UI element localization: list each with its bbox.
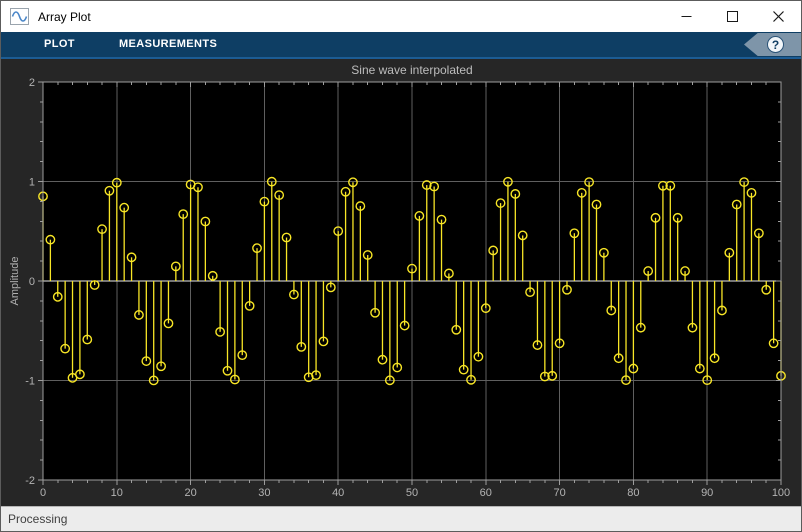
window-title: Array Plot — [38, 9, 91, 24]
svg-text:-2: -2 — [25, 475, 35, 487]
svg-text:30: 30 — [258, 487, 270, 499]
tick-labels: 0 10 20 30 40 50 60 70 80 90 100 -2 -1 0 1 2 — [25, 77, 790, 499]
help-icon: ? — [767, 36, 784, 53]
chart-title: Sine wave interpolated — [351, 63, 473, 77]
tab-measurements[interactable]: MEASUREMENTS — [118, 38, 218, 50]
svg-text:40: 40 — [332, 487, 344, 499]
maximize-icon — [726, 11, 738, 22]
minimize-button[interactable] — [663, 1, 709, 32]
svg-text:1: 1 — [29, 177, 35, 189]
svg-text:0: 0 — [29, 276, 35, 288]
tab-plot[interactable]: PLOT — [44, 38, 75, 50]
minimize-icon — [681, 16, 691, 17]
y-axis-label: Amplitude — [9, 256, 21, 306]
svg-text:20: 20 — [184, 487, 196, 499]
title-bar: Array Plot — [1, 1, 801, 32]
svg-text:10: 10 — [111, 487, 123, 499]
plot-canvas: 0 10 20 30 40 50 60 70 80 90 100 -2 -1 0 1 2 — [25, 77, 790, 499]
close-icon — [772, 11, 784, 22]
toolstrip: PLOT MEASUREMENTS ? — [1, 32, 801, 59]
status-bar: Processing — [1, 506, 801, 531]
close-button[interactable] — [755, 1, 801, 32]
axis-ticks — [38, 81, 782, 485]
svg-text:100: 100 — [772, 487, 790, 499]
svg-text:-1: -1 — [25, 376, 35, 388]
help-button[interactable]: ? — [744, 33, 801, 56]
svg-text:90: 90 — [701, 487, 713, 499]
svg-text:2: 2 — [29, 77, 35, 89]
app-sine-icon — [10, 8, 29, 25]
maximize-button[interactable] — [709, 1, 755, 32]
title-bar-left: Array Plot — [1, 8, 663, 25]
window-controls — [663, 1, 801, 32]
svg-text:80: 80 — [627, 487, 639, 499]
svg-text:0: 0 — [40, 487, 46, 499]
svg-text:70: 70 — [553, 487, 565, 499]
svg-text:50: 50 — [406, 487, 418, 499]
plot-figure: 0 10 20 30 40 50 60 70 80 90 100 -2 -1 0 1 2 Sine wave … — [1, 59, 801, 506]
status-text: Processing — [8, 512, 68, 526]
svg-text:60: 60 — [480, 487, 492, 499]
